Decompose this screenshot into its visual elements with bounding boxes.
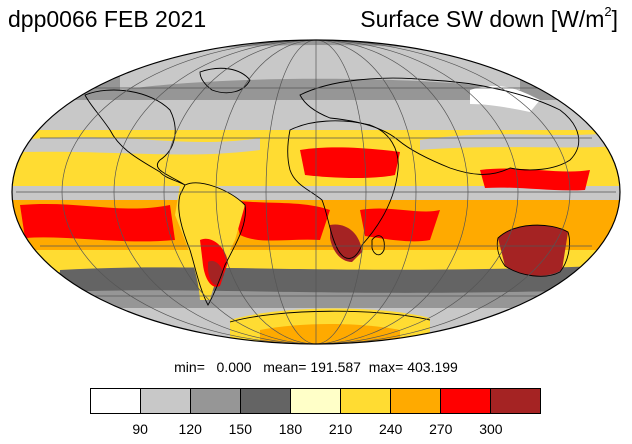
colorbar-box xyxy=(191,389,241,413)
colorbar-tick-label: 180 xyxy=(278,421,303,437)
stats-line: min= 0.000 mean= 191.587 max= 403.199 xyxy=(174,359,458,375)
australia-darkred xyxy=(498,225,568,276)
south-atlantic-red xyxy=(230,200,330,241)
colorbar-box xyxy=(241,389,291,413)
colorbar xyxy=(90,388,541,414)
colorbar-box xyxy=(391,389,441,413)
colorbar-box xyxy=(291,389,341,413)
east-pacific-red xyxy=(20,203,175,242)
graticule xyxy=(16,40,616,344)
colorbar-box xyxy=(341,389,391,413)
colorbar-tick-label: 300 xyxy=(479,421,503,437)
title-right-close: ] xyxy=(611,6,618,32)
title-right-text: Surface SW down [W/m xyxy=(360,6,605,32)
colorbar-box xyxy=(141,389,191,413)
colorbar-box xyxy=(91,389,141,413)
globe-outline xyxy=(11,39,621,345)
colorbar-tick-label: 150 xyxy=(228,421,253,437)
colorbar-labels: 90 120 150 180 210 240 270 300 xyxy=(0,421,632,439)
title-right-superscript: 2 xyxy=(604,4,612,20)
colorbar-box xyxy=(441,389,491,413)
sahara-red xyxy=(300,147,400,179)
coastlines xyxy=(84,67,580,323)
colorbar-tick-label: 240 xyxy=(378,421,403,437)
map-title-left: dpp0066 FEB 2021 xyxy=(8,6,207,32)
colorbar-tick-label: 120 xyxy=(178,421,202,437)
world-map xyxy=(11,39,621,345)
colorbar-tick-label: 270 xyxy=(429,421,453,437)
map-title-right: Surface SW down [W/m2] xyxy=(360,4,618,33)
colorbar-tick-label: 210 xyxy=(328,421,353,437)
colorbar-box xyxy=(491,389,540,413)
colorbar-tick-label: 90 xyxy=(132,421,148,437)
map-fill-layer xyxy=(12,40,620,344)
